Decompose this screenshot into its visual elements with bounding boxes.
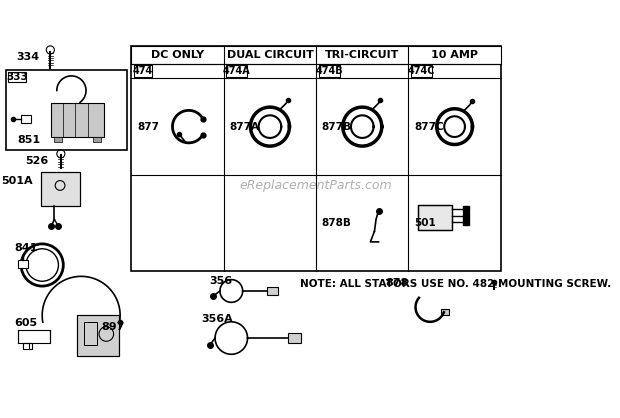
Bar xyxy=(18,260,28,268)
Bar xyxy=(319,65,340,77)
Text: 605: 605 xyxy=(15,319,38,329)
Text: 501: 501 xyxy=(414,218,436,228)
Text: 877: 877 xyxy=(137,122,159,132)
Bar xyxy=(226,65,247,77)
Bar xyxy=(8,72,26,82)
Text: DC ONLY: DC ONLY xyxy=(151,50,204,60)
Text: eReplacementParts.com: eReplacementParts.com xyxy=(240,179,392,192)
Text: 334: 334 xyxy=(16,52,39,62)
Bar xyxy=(418,205,452,230)
Text: 851: 851 xyxy=(18,135,41,145)
Bar xyxy=(40,172,79,206)
Text: 333: 333 xyxy=(6,72,28,82)
Bar xyxy=(441,309,449,315)
Bar xyxy=(23,343,32,349)
Text: 474C: 474C xyxy=(408,66,435,76)
Text: NOTE: ALL STATORS USE NO. 482 MOUNTING SCREW.: NOTE: ALL STATORS USE NO. 482 MOUNTING S… xyxy=(300,280,611,290)
Bar xyxy=(94,137,102,142)
Bar xyxy=(288,333,301,343)
Text: 474B: 474B xyxy=(316,66,343,76)
Bar xyxy=(134,65,152,77)
Bar xyxy=(84,322,97,344)
Text: 356A: 356A xyxy=(202,314,233,324)
Text: 877C: 877C xyxy=(414,122,444,132)
Bar xyxy=(40,172,79,206)
Text: 474A: 474A xyxy=(223,66,250,76)
Text: 501A: 501A xyxy=(1,176,32,186)
Bar xyxy=(131,46,501,272)
Text: 356: 356 xyxy=(210,276,232,286)
Bar xyxy=(267,287,278,295)
Bar xyxy=(51,103,104,137)
Text: 474: 474 xyxy=(133,66,153,76)
Text: 10 AMP: 10 AMP xyxy=(431,50,478,60)
Text: 877A: 877A xyxy=(229,122,260,132)
Bar xyxy=(77,315,119,356)
Bar xyxy=(53,137,61,142)
Bar xyxy=(418,205,452,230)
Text: 878B: 878B xyxy=(322,218,352,228)
Text: 526: 526 xyxy=(25,156,49,166)
Text: DUAL CIRCUIT: DUAL CIRCUIT xyxy=(226,50,313,60)
Bar xyxy=(21,115,31,123)
Text: 841: 841 xyxy=(15,243,38,253)
Text: TRI-CIRCUIT: TRI-CIRCUIT xyxy=(325,50,399,60)
Bar xyxy=(411,65,432,77)
Bar xyxy=(6,70,126,150)
Bar xyxy=(77,315,119,356)
Text: 877B: 877B xyxy=(322,122,352,132)
Text: 897: 897 xyxy=(102,323,125,332)
Bar xyxy=(51,103,104,137)
Bar xyxy=(131,46,501,64)
Text: 878: 878 xyxy=(386,278,409,288)
Bar xyxy=(18,330,50,343)
